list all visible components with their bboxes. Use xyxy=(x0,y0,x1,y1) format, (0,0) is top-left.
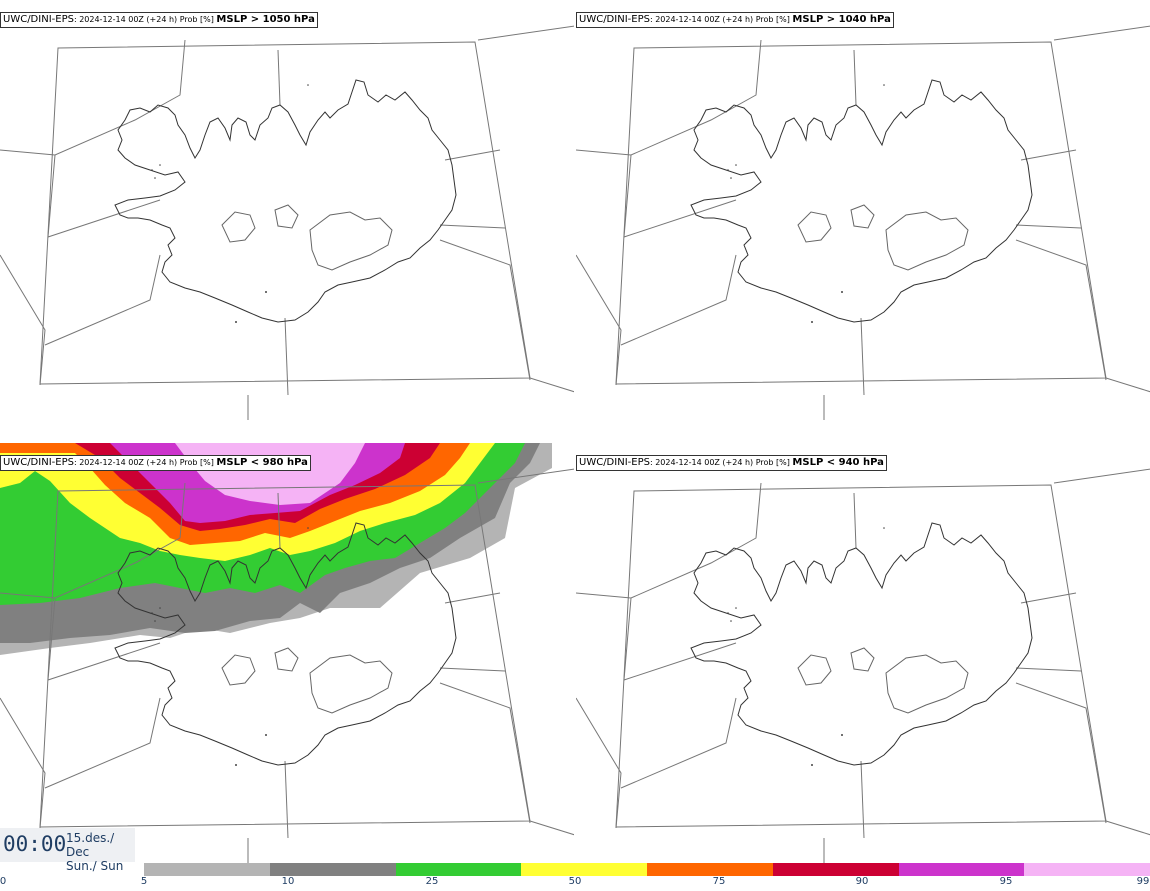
colorbar-segment xyxy=(269,863,396,876)
colorbar-tick-label: 0 xyxy=(0,876,7,887)
map-svg xyxy=(576,468,1150,863)
parameter-label: MSLP > 1040 hPa xyxy=(792,14,891,25)
colorbar-tick-label: 99 xyxy=(1136,876,1150,887)
panel-title: UWC/DINI-EPS: 2024-12-14 00Z (+24 h) Pro… xyxy=(0,455,311,471)
map-panel-mslp-gt-1050: UWC/DINI-EPS: 2024-12-14 00Z (+24 h) Pro… xyxy=(0,0,574,420)
panel-title: UWC/DINI-EPS: 2024-12-14 00Z (+24 h) Pro… xyxy=(576,12,894,28)
colorbar-tick-label: 95 xyxy=(999,876,1013,887)
colorbar-segment xyxy=(144,863,270,876)
colorbar-segment xyxy=(395,863,522,876)
model-name: UWC/DINI-EPS xyxy=(579,457,650,468)
model-name: UWC/DINI-EPS xyxy=(3,457,74,468)
parameter-label: MSLP < 980 hPa xyxy=(216,457,308,468)
parameter-label: MSLP > 1050 hPa xyxy=(216,14,315,25)
colorbar-tick-label: 90 xyxy=(855,876,869,887)
map-panel-mslp-lt-980: UWC/DINI-EPS: 2024-12-14 00Z (+24 h) Pro… xyxy=(0,443,574,863)
colorbar-tick-label: 5 xyxy=(140,876,148,887)
parameter-label: MSLP < 940 hPa xyxy=(792,457,884,468)
valid-date: 15.des./ Dec Sun./ Sun xyxy=(66,831,135,873)
run-info: : 2024-12-14 00Z (+24 h) Prob [%] xyxy=(649,15,793,24)
model-name: UWC/DINI-EPS xyxy=(579,14,650,25)
colorbar-segment xyxy=(521,863,647,876)
run-info: : 2024-12-14 00Z (+24 h) Prob [%] xyxy=(73,458,217,467)
run-info: : 2024-12-14 00Z (+24 h) Prob [%] xyxy=(73,15,217,24)
map-panel-mslp-gt-1040: UWC/DINI-EPS: 2024-12-14 00Z (+24 h) Pro… xyxy=(576,0,1150,420)
probability-colorbar xyxy=(144,863,1150,876)
date-label: 15.des./ Dec xyxy=(66,831,115,859)
map-svg xyxy=(0,25,574,420)
model-name: UWC/DINI-EPS xyxy=(3,14,74,25)
colorbar-tick-label: 75 xyxy=(712,876,726,887)
colorbar-segment xyxy=(772,863,899,876)
map-svg xyxy=(576,25,1150,420)
probability-field xyxy=(0,443,552,655)
panel-title: UWC/DINI-EPS: 2024-12-14 00Z (+24 h) Pro… xyxy=(0,12,318,28)
valid-time: 00:00 xyxy=(3,832,67,856)
valid-time-box: 00:00 15.des./ Dec Sun./ Sun xyxy=(0,828,135,873)
map-svg xyxy=(0,443,574,863)
map-panel-mslp-lt-940: UWC/DINI-EPS: 2024-12-14 00Z (+24 h) Pro… xyxy=(576,443,1150,863)
colorbar-tick-label: 10 xyxy=(281,876,295,887)
run-info: : 2024-12-14 00Z (+24 h) Prob [%] xyxy=(649,458,793,467)
colorbar-tick-label: 50 xyxy=(568,876,582,887)
panel-title: UWC/DINI-EPS: 2024-12-14 00Z (+24 h) Pro… xyxy=(576,455,887,471)
colorbar-segment xyxy=(1024,863,1150,876)
colorbar-segment xyxy=(647,863,773,876)
colorbar-tick-label: 25 xyxy=(425,876,439,887)
colorbar-segment xyxy=(898,863,1025,876)
day-label: Sun./ Sun xyxy=(66,859,124,873)
